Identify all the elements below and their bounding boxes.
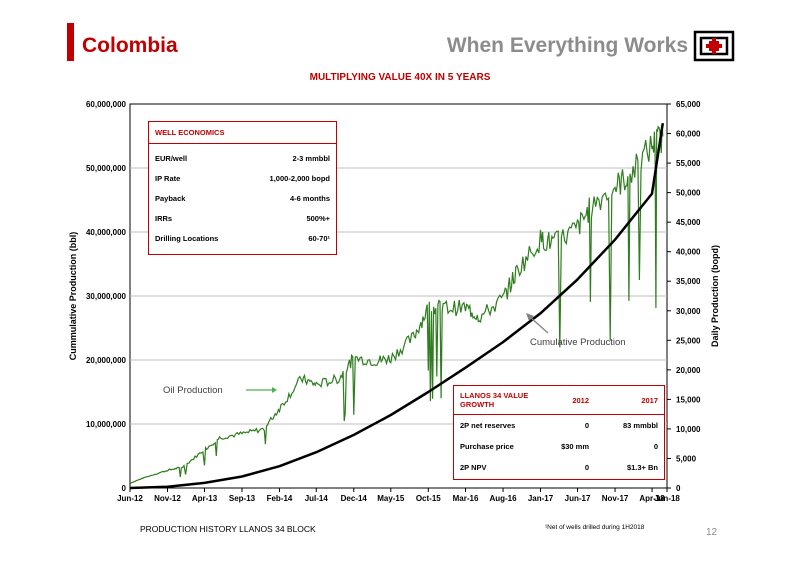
y2-tick-label: 50,000 [676, 189, 701, 198]
well-economics-label: EUR/well [155, 153, 188, 163]
company-logo-icon [693, 30, 735, 62]
well-economics-label: IRRs [155, 213, 173, 223]
footnote: ¹Net of wells drilled during 1H2018 [545, 524, 645, 531]
value-growth-row: 2P NPV 0 $1.3+ Bn [460, 457, 658, 478]
value-growth-box: LLANOS 34 VALUE GROWTH 2012 2017 2P net … [453, 385, 665, 480]
value-growth-value: 0 [584, 463, 589, 472]
well-economics-label: Payback [155, 193, 186, 203]
well-economics-rows: EUR/well 2-3 mmbbl IP Rate 1,000-2,000 bopd… [149, 148, 336, 248]
well-economics-value: 60-70¹ [308, 233, 330, 243]
value-growth-row: 2P net reserves 0 83 mmbbl [460, 415, 658, 436]
x-tick-label: Apr-13 [192, 494, 218, 503]
y2-tick-label: 30,000 [676, 307, 701, 316]
page-number: 12 [706, 527, 718, 538]
well-economics-label: Drilling Locations [155, 233, 219, 243]
well-economics-row: EUR/well 2-3 mmbbl [155, 148, 330, 168]
annotation-oil-production: Oil Production [163, 385, 223, 396]
series-oil-production-line [129, 123, 664, 484]
value-growth-value: $1.3+ Bn [626, 463, 658, 472]
y2-tick-label: 25,000 [676, 336, 701, 345]
title-accent-bar [67, 23, 74, 61]
y2-tick-label: 60,000 [676, 130, 701, 139]
footer-caption: PRODUCTION HISTORY LLANOS 34 BLOCK [140, 524, 316, 534]
x-tick-label: Feb-14 [267, 494, 293, 503]
y2-tick-label: 10,000 [676, 425, 701, 434]
x-tick-label: Sep-13 [229, 494, 256, 503]
x-tick-label: Nov-17 [602, 494, 629, 503]
annotation-cumulative-arrowhead [526, 313, 534, 321]
well-economics-value: 1,000-2,000 bopd [269, 173, 330, 183]
x-tick-label: Jun-18 [654, 494, 680, 503]
y-tick-label: 50,000,000 [86, 164, 127, 173]
x-tick-label: Jun-12 [117, 494, 143, 503]
x-tick-label: Apr-18 [639, 494, 665, 503]
y2-axis-label: Daily Production (bopd) [710, 245, 720, 347]
y-tick-label: 30,000,000 [86, 292, 127, 301]
series-cumulative-production-line [129, 123, 665, 490]
well-economics-row: Drilling Locations 60-70¹ [155, 228, 330, 248]
x-tick-label: Aug-16 [489, 494, 517, 503]
well-economics-row: IRRs 500%+ [155, 208, 330, 228]
x-tick-label: Dec-14 [341, 494, 368, 503]
well-economics-title: WELL ECONOMICS [149, 122, 336, 144]
annotation-cumulative-arrow [529, 316, 549, 334]
y-axis-label: Cummulative Production (bbl) [68, 232, 78, 361]
y-tick-label: 10,000,000 [86, 420, 127, 429]
x-tick-label: May-15 [377, 494, 405, 503]
annotation-oil-arrowhead [272, 387, 277, 393]
x-tick-label: Nov-12 [154, 494, 181, 503]
y2-tick-label: 20,000 [676, 366, 701, 375]
well-economics-value: 4-6 months [289, 193, 330, 203]
value-growth-value: $30 mm [561, 442, 589, 451]
y2-tick-label: 35,000 [676, 277, 701, 286]
value-growth-value: 83 mmbbl [622, 421, 658, 430]
value-growth-label: Purchase price [460, 442, 514, 451]
x-tick-label: Mar-16 [453, 494, 479, 503]
value-growth-rows: 2P net reserves 0 83 mmbbl Purchase price $3… [454, 415, 664, 478]
value-growth-col-2012: 2012 [572, 395, 589, 405]
value-growth-label: 2P NPV [460, 463, 487, 472]
y2-tick-label: 5,000 [676, 454, 697, 463]
well-economics-row: Payback 4-6 months [155, 188, 330, 208]
value-growth-label: 2P net reserves [460, 421, 516, 430]
well-economics-label: IP Rate [155, 173, 181, 183]
annotation-cumulative-production: Cumulative Production [530, 337, 626, 348]
y-tick-label: 40,000,000 [86, 228, 127, 237]
value-growth-header: LLANOS 34 VALUE GROWTH 2012 2017 [454, 386, 664, 415]
y2-tick-label: 55,000 [676, 159, 701, 168]
y2-tick-label: 65,000 [676, 100, 701, 109]
chart-title: MULTIPLYING VALUE 40X IN 5 YEARS [309, 72, 491, 83]
value-growth-row: Purchase price $30 mm 0 [460, 436, 658, 457]
x-tick-label: Jan-17 [528, 494, 554, 503]
value-growth-col-2017: 2017 [641, 395, 658, 405]
x-tick-label: Jul-14 [305, 494, 329, 503]
x-tick-label: Jun-17 [565, 494, 591, 503]
value-growth-title: LLANOS 34 VALUE GROWTH [460, 391, 529, 409]
y-tick-label: 20,000,000 [86, 356, 127, 365]
page-tagline: When Everything Works [446, 34, 688, 57]
y2-tick-label: 15,000 [676, 395, 701, 404]
x-tick-label: Oct-15 [416, 494, 441, 503]
y2-tick-label: 45,000 [676, 218, 701, 227]
well-economics-box: WELL ECONOMICS EUR/well 2-3 mmbbl IP Rate 1… [148, 121, 337, 255]
y-tick-label: 60,000,000 [86, 100, 127, 109]
value-growth-value: 0 [653, 442, 658, 451]
y-tick-label: 0 [122, 484, 127, 493]
well-economics-row: IP Rate 1,000-2,000 bopd [155, 168, 330, 188]
value-growth-value: 0 [584, 421, 589, 430]
well-economics-value: 2-3 mmbbl [292, 153, 330, 163]
y2-tick-label: 0 [676, 484, 681, 493]
y2-tick-label: 40,000 [676, 248, 701, 257]
page-title: Colombia [82, 34, 178, 57]
well-economics-value: 500%+ [306, 213, 330, 223]
